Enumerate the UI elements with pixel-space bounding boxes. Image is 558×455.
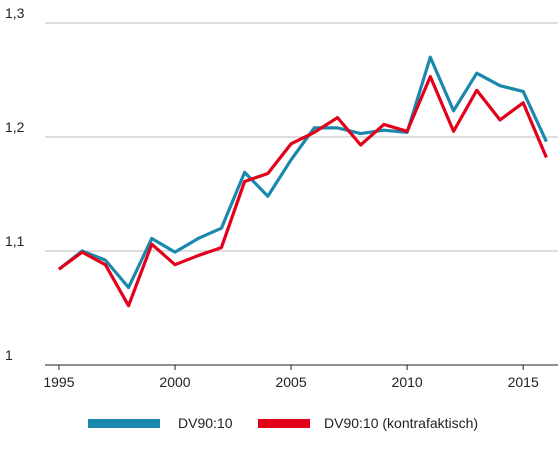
legend-label: DV90:10	[178, 415, 233, 431]
line-series	[57, 74, 548, 308]
legend-swatch	[88, 419, 160, 428]
y-tick-label: 1,1	[5, 233, 25, 249]
x-tick-label: 2005	[275, 374, 306, 390]
x-tick-label: 1995	[43, 374, 74, 390]
y-tick-label: 1,3	[5, 5, 25, 21]
y-tick-label: 1	[5, 347, 13, 363]
y-tick-label: 1,2	[5, 119, 25, 135]
x-tick-label: 2000	[159, 374, 190, 390]
x-tick-label: 2010	[392, 374, 423, 390]
x-tick-label: 2015	[508, 374, 539, 390]
legend-swatch	[258, 419, 310, 428]
legend-label: DV90:10 (kontrafaktisch)	[324, 415, 478, 431]
line-series	[57, 55, 548, 290]
